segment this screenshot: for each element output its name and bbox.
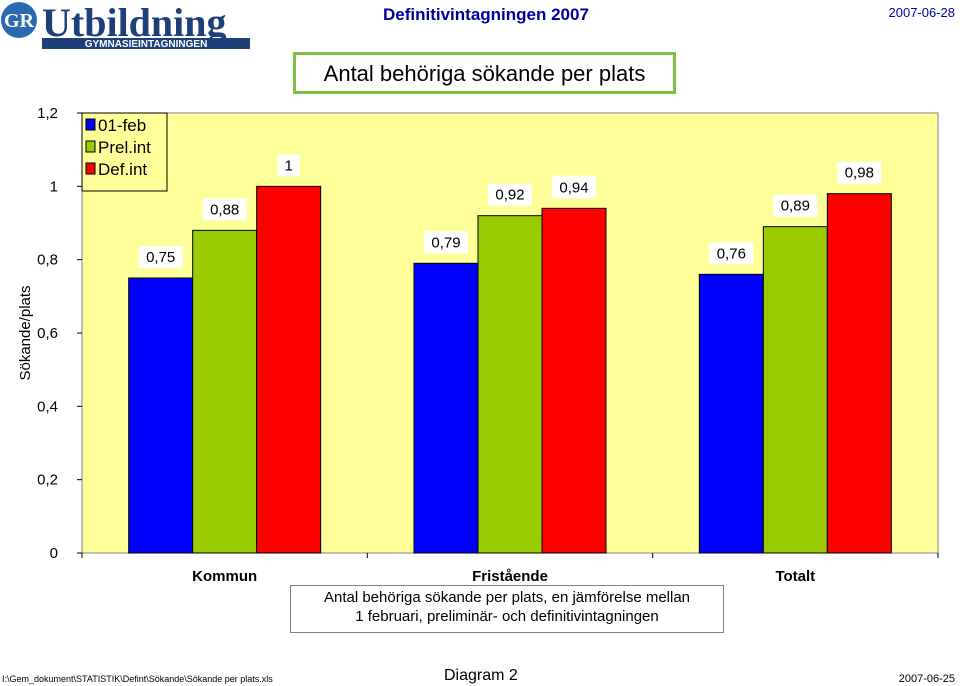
y-tick-label: 0 (50, 545, 58, 562)
data-label: 0,76 (717, 245, 746, 262)
y-tick-label: 1,2 (37, 105, 58, 122)
x-tick-label: Totalt (775, 568, 815, 585)
bar-prel-int (192, 229, 258, 554)
data-label-box (773, 194, 818, 217)
legend-swatch (85, 162, 96, 175)
bar-def-int (541, 207, 607, 554)
legend-swatch (85, 118, 96, 131)
data-label: 0,98 (845, 165, 874, 182)
data-label: 0,92 (495, 187, 524, 204)
footer-date: 2007-06-25 (898, 673, 955, 685)
gr-utbildning-logo: GR Utbildning GYMNASIEINTAGNINGEN (1, 0, 250, 50)
data-label-box (709, 242, 754, 265)
data-label-box (202, 198, 247, 221)
y-tick-label: 0,6 (37, 325, 58, 342)
chart-title: Antal behöriga sökande per plats (293, 52, 676, 94)
caption-line-1: Antal behöriga sökande per plats, en jäm… (323, 589, 691, 606)
x-tick-label: Fristående (472, 568, 548, 585)
data-label-box (488, 183, 532, 206)
logo-title-text: Utbildning (42, 0, 227, 45)
data-label: 1 (284, 157, 292, 174)
bar-01-feb (698, 273, 764, 554)
bar-def-int (256, 185, 322, 554)
x-tick-label: Kommun (192, 568, 257, 585)
footer-file-path: I:\Gem_dokument\STATISTIK\Defint\Sökande… (2, 674, 273, 684)
legend-label: 01-feb (98, 116, 146, 135)
bar-prel-int (477, 215, 543, 554)
y-tick-label: 1 (50, 178, 58, 195)
data-label: 0,88 (210, 201, 239, 218)
legend-label: Prel.int (98, 138, 151, 157)
legend-label: Def.int (98, 160, 147, 179)
data-label: 0,94 (559, 179, 588, 196)
data-label-box (277, 154, 300, 177)
bar-01-feb (128, 277, 194, 554)
data-label-box (424, 231, 468, 254)
logo-gr-text: GR (4, 10, 35, 32)
bar-def-int (826, 193, 892, 554)
logo-subtitle-text: GYMNASIEINTAGNINGEN (85, 39, 208, 50)
caption-line-2: 1 februari, preliminär- och definitivint… (355, 608, 659, 625)
y-axis-title: Sökande/plats (17, 285, 34, 380)
data-label-box (837, 161, 882, 184)
y-tick-label: 0,2 (37, 472, 58, 489)
y-tick-label: 0,8 (37, 252, 58, 269)
header-date: 2007-06-28 (888, 5, 956, 20)
header-title: Definitivintagningen 2007 (383, 5, 589, 24)
data-label: 0,75 (146, 249, 175, 266)
y-tick-label: 0,4 (37, 398, 58, 415)
data-label-box (552, 176, 596, 199)
footer-diagram-label: Diagram 2 (444, 667, 518, 684)
bar-prel-int (762, 226, 828, 554)
legend-swatch (85, 140, 96, 153)
data-label: 0,79 (431, 234, 460, 251)
chart-caption: Antal behöriga sökande per plats, en jäm… (290, 585, 724, 633)
legend-box (81, 112, 168, 192)
bar-chart: 0 0,2 0,4 0,6 0,8 1 1,2 Sökande/plats 0,75 0,88 1 K… (17, 105, 939, 585)
data-label: 0,89 (781, 198, 810, 215)
data-label-box (138, 246, 183, 268)
bar-01-feb (413, 262, 479, 554)
